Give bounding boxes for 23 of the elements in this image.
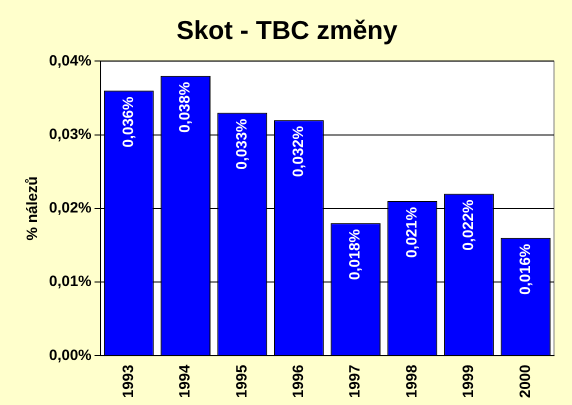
y-tick-label: 0,03% (48, 126, 92, 143)
y-tick-label: 0,04% (48, 52, 92, 70)
x-tick-label: 1998 (403, 364, 420, 398)
x-tick-label: 1997 (346, 364, 364, 398)
y-tick-label: 0,01% (48, 273, 92, 290)
x-tick-label: 1996 (290, 364, 308, 398)
x-tick-label: 1993 (120, 364, 138, 398)
data-label: 0,016% (516, 244, 534, 295)
x-tick-label: 2000 (516, 364, 534, 398)
x-tick-label: 1994 (176, 364, 194, 398)
y-axis-title: % nálezů (24, 176, 42, 241)
data-label: 0,018% (346, 229, 364, 280)
data-label: 0,022% (460, 200, 478, 251)
data-label: 0,021% (403, 207, 420, 258)
y-tick-label: 0,00% (48, 346, 92, 364)
x-tick-label: 1995 (233, 364, 250, 398)
data-label: 0,036% (120, 96, 138, 148)
y-tick-label: 0,02% (48, 200, 92, 217)
data-label: 0,038% (176, 82, 194, 133)
chart-title: Skot - TBC změny (176, 14, 398, 45)
data-label: 0,033% (233, 118, 250, 170)
x-tick-label: 1999 (460, 364, 478, 398)
data-label: 0,032% (290, 126, 308, 177)
